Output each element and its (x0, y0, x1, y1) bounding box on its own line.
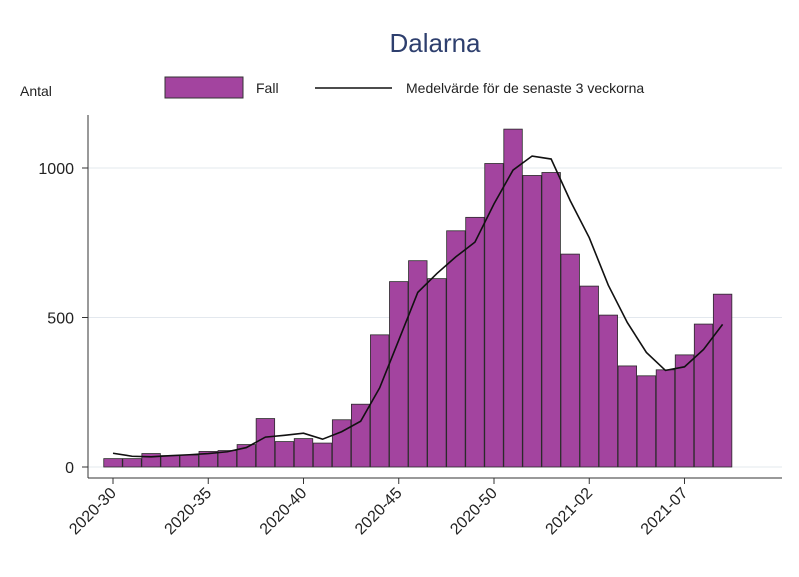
bar-2020-46 (408, 260, 428, 468)
bar-2020-53 (541, 172, 561, 468)
x-tick-label: 2020-30 (66, 485, 120, 539)
bar-2020-34 (179, 454, 199, 468)
bar-2020-39 (274, 441, 295, 468)
bar-2020-33 (160, 455, 180, 468)
y-axis-label: Antal (20, 83, 52, 99)
bar-2021-07 (674, 354, 695, 468)
bar-2020-30 (103, 458, 123, 468)
bar-2020-49 (465, 216, 485, 468)
bar-2020-52 (522, 175, 542, 468)
x-ticks: 2020-30 2020-35 2020-40 2020-45 2020-50 2021-… (66, 478, 691, 538)
bar-2021-05 (636, 375, 657, 468)
bar-2020-45 (389, 281, 409, 468)
bar-2020-47 (427, 278, 447, 468)
x-tick-label: 2021-07 (638, 485, 692, 539)
bar-2021-01 (560, 253, 580, 468)
bar-2020-44 (370, 334, 390, 468)
bar-2020-48 (446, 230, 466, 468)
legend-label-average: Medelvärde för de senaste 3 veckorna (406, 80, 644, 96)
bars (103, 128, 733, 468)
y-ticks: 0 500 1000 (38, 161, 88, 477)
average-line-layer (112, 155, 724, 458)
bar-2021-06 (655, 369, 676, 468)
bar-2020-50 (484, 163, 504, 468)
bar-2020-40 (293, 438, 314, 468)
average-line (112, 155, 724, 458)
chart-title: Dalarna (389, 28, 481, 58)
y-tick-label: 500 (47, 311, 74, 328)
bar-2020-38 (255, 418, 276, 468)
x-tick-label: 2020-45 (352, 485, 406, 539)
bar-2020-31 (122, 458, 142, 468)
bar-2020-37 (236, 444, 257, 468)
bar-2020-42 (331, 419, 352, 468)
bar-2021-04 (617, 365, 637, 468)
x-tick-label: 2020-35 (162, 485, 216, 539)
legend: Fall Medelvärde för de senaste 3 veckorn… (164, 76, 644, 99)
axes (87, 115, 782, 479)
bar-2020-36 (217, 450, 237, 468)
bar-2020-41 (312, 442, 333, 468)
x-tick-label: 2020-50 (447, 485, 501, 539)
legend-label-fall: Fall (256, 80, 279, 96)
legend-swatch-fall (164, 76, 244, 99)
bar-2021-09 (712, 293, 733, 468)
bar-2020-32 (141, 453, 161, 468)
bar-2020-51 (503, 128, 523, 468)
x-tick-label: 2021-02 (543, 485, 597, 539)
bar-2020-35 (198, 451, 218, 468)
x-tick-label: 2020-40 (257, 485, 311, 539)
bar-2021-08 (693, 323, 714, 468)
bar-2021-03 (598, 314, 618, 468)
bar-2021-02 (579, 285, 599, 468)
bar-2020-43 (350, 403, 371, 468)
y-tick-label: 1000 (38, 161, 74, 178)
y-tick-label: 0 (65, 460, 74, 477)
